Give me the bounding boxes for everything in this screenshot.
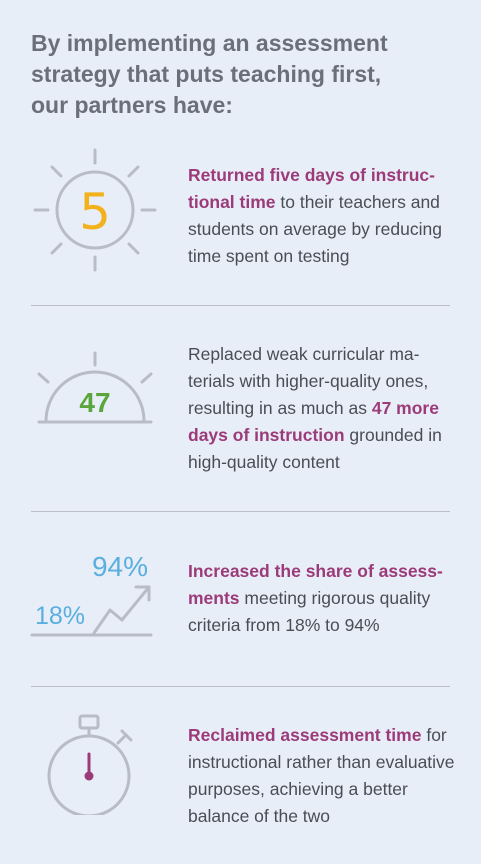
item-body: meeting rigorous quality criteria from 1… <box>188 588 431 635</box>
item-body-2: grounded in high-quality content <box>188 425 442 472</box>
list-item: 5 Returned five days of instruc-tional t… <box>0 140 481 300</box>
headline-line-2: strategy that puts teaching first, <box>31 61 382 87</box>
green-number: 47 <box>79 387 110 418</box>
divider <box>31 511 450 512</box>
list-item: Reclaimed assessment time for instructio… <box>0 690 481 860</box>
headline-line-3: our partners have: <box>31 92 233 118</box>
stopwatch-icon <box>47 714 133 815</box>
blue-number-low: 18% <box>35 602 85 630</box>
rising-sun-icon: 47 <box>37 351 153 424</box>
item-highlight: Increased the share of assess-ments <box>188 561 443 608</box>
item-body: for instructional rather than evaluative… <box>188 725 455 826</box>
sun-number: 5 <box>79 183 111 241</box>
item-text: Increased the share of assess-ments meet… <box>188 558 458 639</box>
divider <box>31 305 450 306</box>
item-text: Reclaimed assessment time for instructio… <box>188 722 458 830</box>
item-body: Replaced weak curricular ma-terials with… <box>188 344 429 418</box>
divider <box>31 686 450 687</box>
trend-arrow-icon: 94% 18% <box>30 551 153 637</box>
item-text: Replaced weak curricular ma-terials with… <box>188 341 458 476</box>
item-highlight: Reclaimed assessment time <box>188 725 422 745</box>
sun-icon: 5 <box>33 148 157 272</box>
item-body: to their teachers and students on averag… <box>188 192 442 266</box>
list-item: 47 Replaced weak curricular ma-terials w… <box>0 310 481 510</box>
headline: By implementing an assessment strategy t… <box>31 28 461 121</box>
blue-number-high: 94% <box>92 551 148 582</box>
item-highlight: 47 more days of instruction <box>188 398 439 445</box>
item-highlight: Returned five days of instruc-tional tim… <box>188 165 435 212</box>
item-text: Returned five days of instruc-tional tim… <box>188 162 458 270</box>
list-item: 94% 18% Increased the share of assess-me… <box>0 515 481 683</box>
headline-line-1: By implementing an assessment <box>31 30 388 56</box>
